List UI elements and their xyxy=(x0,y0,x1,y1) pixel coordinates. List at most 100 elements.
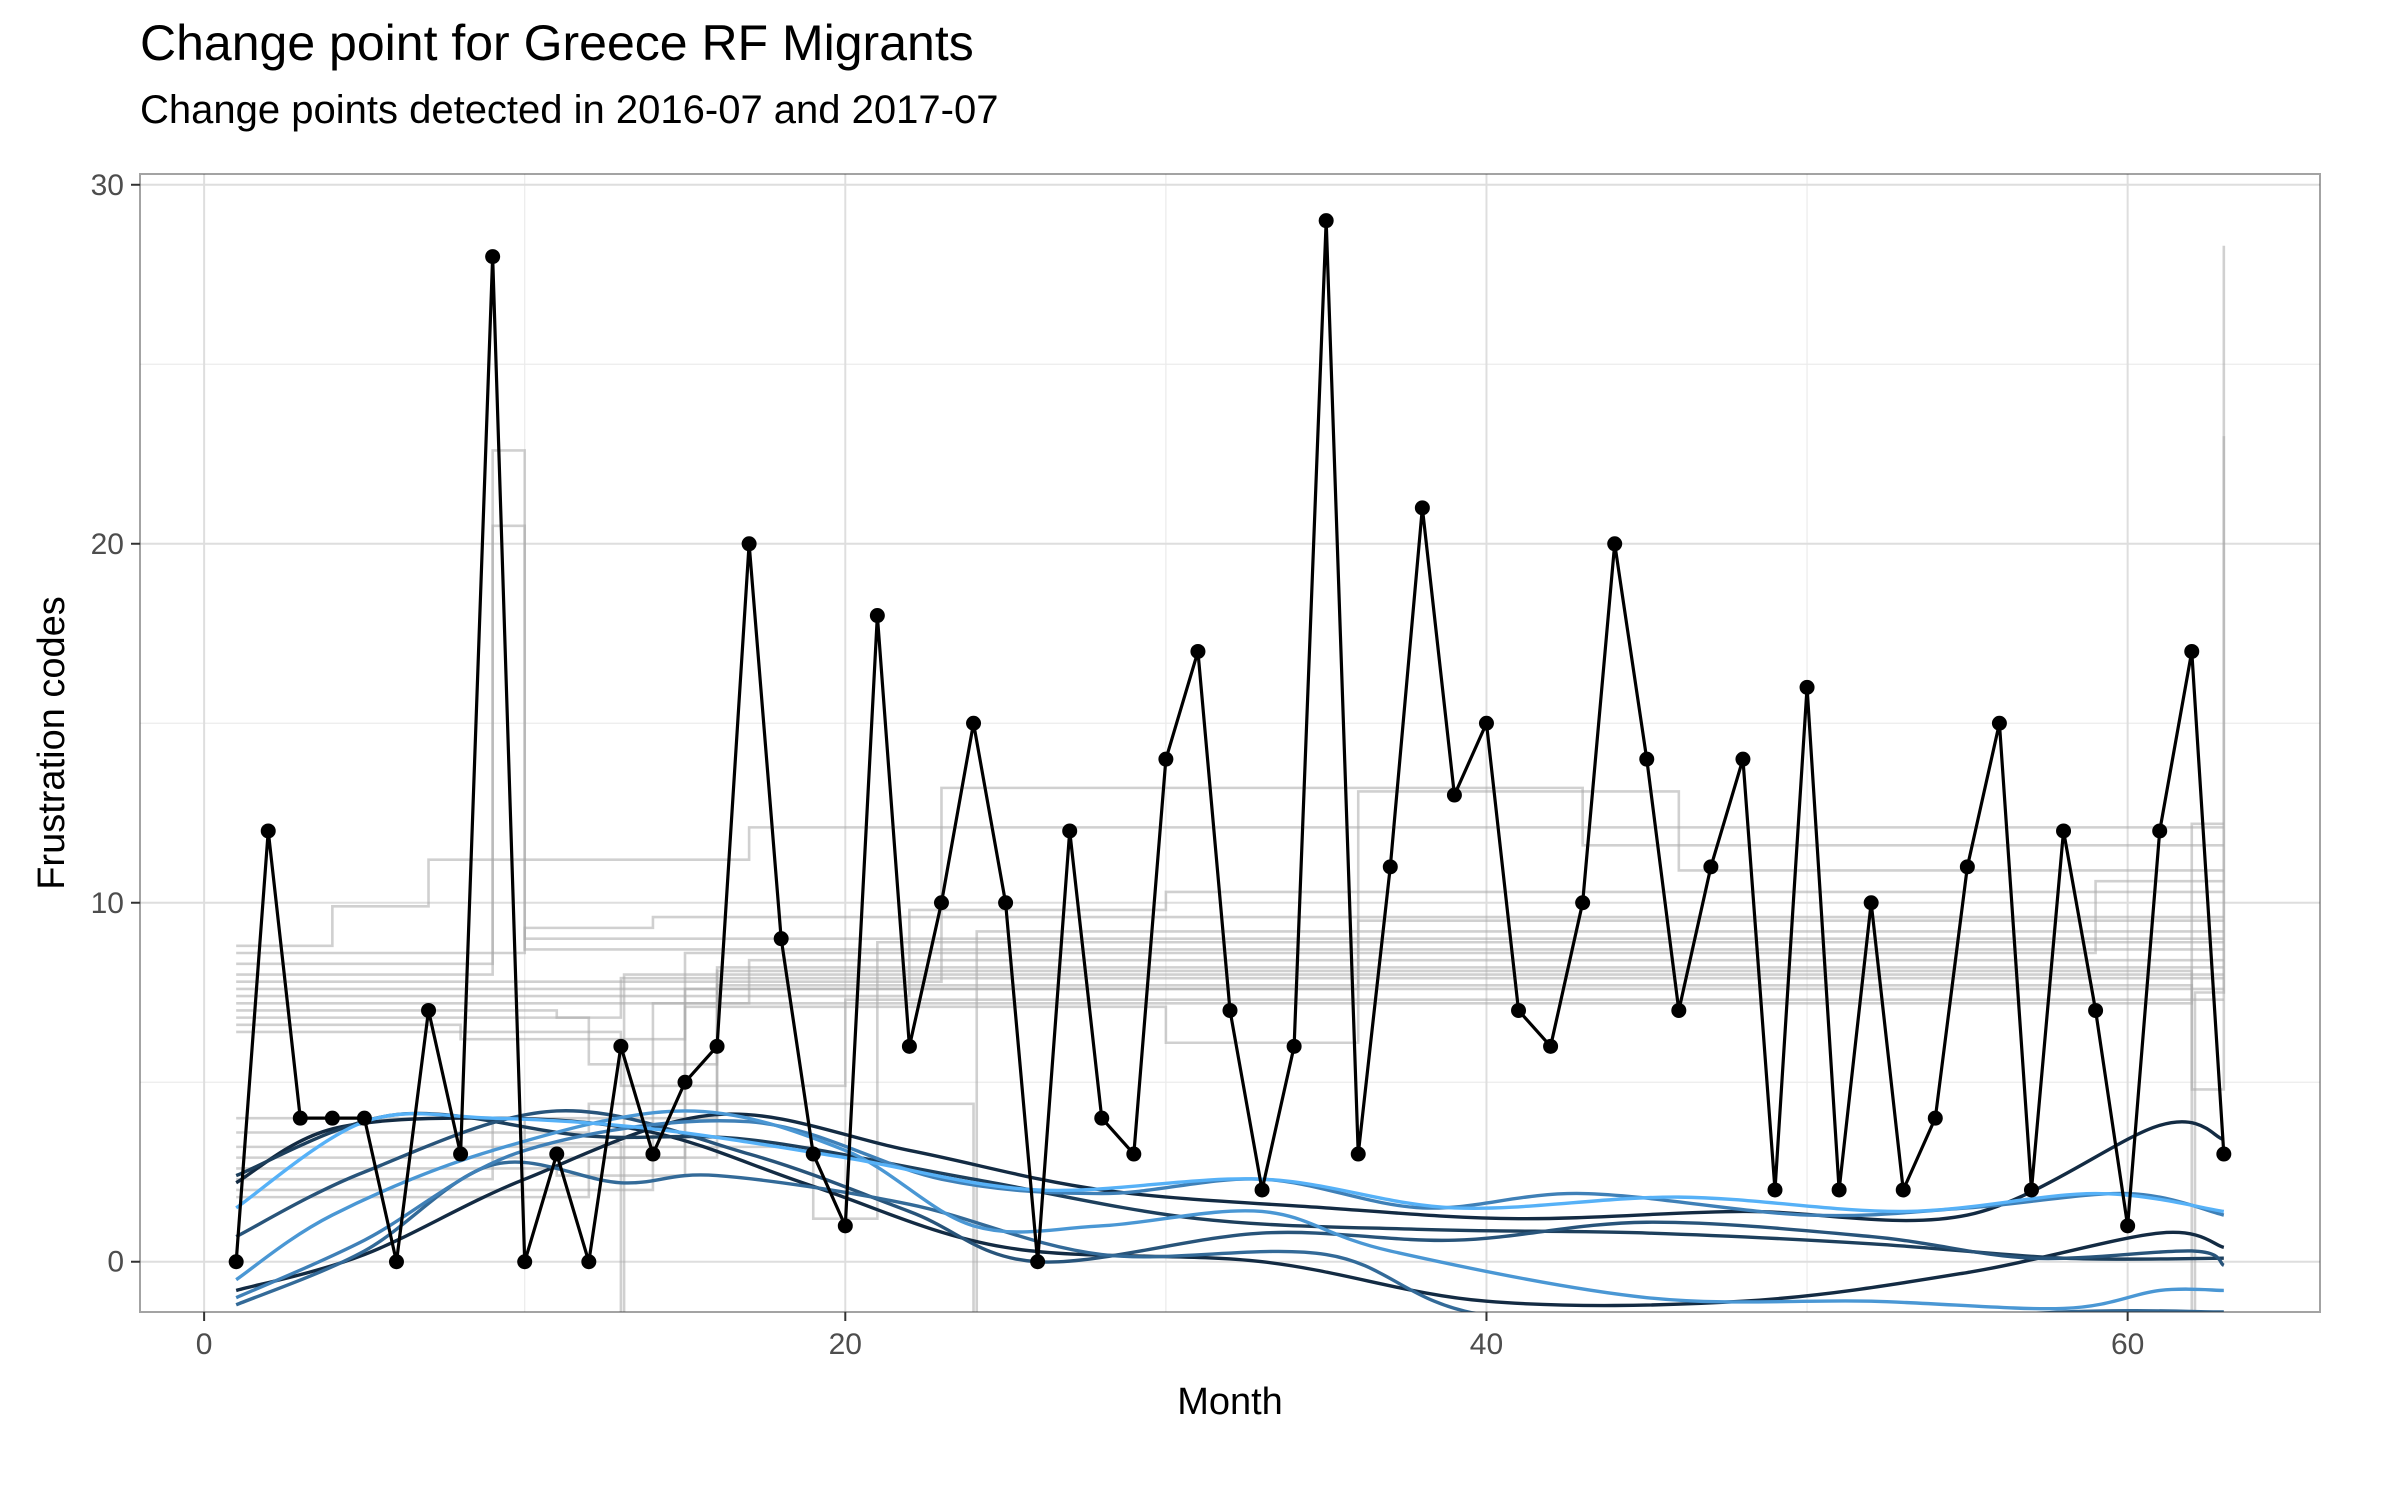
step-line-12 xyxy=(236,998,2224,1088)
data-point xyxy=(1607,536,1623,552)
y-tick-label: 10 xyxy=(91,887,124,920)
data-point xyxy=(453,1146,469,1162)
data-point xyxy=(1927,1110,1943,1126)
plot-border xyxy=(139,173,2321,1313)
data-point xyxy=(2056,823,2072,839)
data-point xyxy=(1158,751,1174,767)
data-point xyxy=(613,1038,629,1054)
smooth-curve-8 xyxy=(235,1111,2225,1214)
data-point xyxy=(837,1218,853,1234)
data-point xyxy=(2216,1146,2232,1162)
x-tick-label: 20 xyxy=(829,1328,862,1361)
data-point xyxy=(1094,1110,1110,1126)
data-point xyxy=(517,1254,533,1270)
chart-subtitle: Change points detected in 2016-07 and 20… xyxy=(140,88,999,132)
step-line-20 xyxy=(236,436,2226,1312)
data-point xyxy=(1575,895,1591,911)
y-tick-label: 20 xyxy=(91,528,124,561)
data-point xyxy=(1478,715,1494,731)
y-tick-label: 30 xyxy=(91,169,124,202)
data-point xyxy=(901,1038,917,1054)
step-line-19 xyxy=(236,822,2224,1192)
data-point xyxy=(2152,823,2168,839)
data-point xyxy=(1254,1182,1270,1198)
step-line-1 xyxy=(236,826,2224,948)
x-tick-label: 40 xyxy=(1470,1328,1503,1361)
data-point xyxy=(1062,823,1078,839)
data-point xyxy=(1735,751,1751,767)
data-point xyxy=(388,1254,404,1270)
plot-panel xyxy=(140,174,2320,1312)
smooth-curves xyxy=(235,1109,2225,1312)
observed-series xyxy=(228,213,2232,1270)
data-point xyxy=(773,931,789,947)
step-line-8 xyxy=(236,958,2224,1005)
data-point xyxy=(421,1002,437,1018)
data-point xyxy=(1190,643,1206,659)
data-point xyxy=(1318,213,1334,229)
data-point xyxy=(1703,859,1719,875)
data-point xyxy=(741,536,757,552)
data-point xyxy=(1350,1146,1366,1162)
smooth-curve-1 xyxy=(235,1112,2225,1293)
smooth-curve-5 xyxy=(235,1160,2224,1312)
data-point xyxy=(1446,787,1462,803)
data-point xyxy=(2184,643,2200,659)
data-point xyxy=(356,1110,372,1126)
step-line-11 xyxy=(236,987,2224,1041)
data-point xyxy=(260,823,276,839)
data-point xyxy=(1863,895,1879,911)
data-point xyxy=(1831,1182,1847,1198)
data-point xyxy=(966,715,982,731)
step-line-13 xyxy=(236,973,2224,1312)
step-line-2 xyxy=(236,915,2224,955)
data-point xyxy=(1671,1002,1687,1018)
data-point xyxy=(292,1110,308,1126)
y-tick-label: 0 xyxy=(107,1246,124,1279)
data-point xyxy=(1286,1038,1302,1054)
data-point xyxy=(2120,1218,2136,1234)
smooth-curve-7 xyxy=(235,1109,2224,1311)
data-point xyxy=(869,608,885,624)
x-tick-label: 0 xyxy=(196,1328,213,1361)
step-line-7 xyxy=(236,890,2224,998)
data-point xyxy=(1767,1182,1783,1198)
step-line-14 xyxy=(236,930,2224,1312)
data-point xyxy=(709,1038,725,1054)
data-point xyxy=(581,1254,597,1270)
data-point xyxy=(228,1254,244,1270)
axes: 0 20 40 60 0 10 20 30 xyxy=(91,169,2145,1361)
data-point xyxy=(1895,1182,1911,1198)
data-point xyxy=(677,1074,693,1090)
data-point xyxy=(549,1146,565,1162)
smooth-curve-3 xyxy=(235,1111,2224,1261)
step-line-5 xyxy=(236,786,2224,984)
step-line-4 xyxy=(236,449,2224,976)
step-line-3 xyxy=(236,524,2224,966)
data-point xyxy=(645,1146,661,1162)
data-point xyxy=(805,1146,821,1162)
data-point xyxy=(998,895,1014,911)
data-point xyxy=(1222,1002,1238,1018)
change-point-step-lines xyxy=(236,245,2226,1312)
data-point xyxy=(324,1110,340,1126)
y-axis-title: Frustration codes xyxy=(31,596,73,890)
data-point xyxy=(2023,1182,2039,1198)
data-point xyxy=(1414,500,1430,516)
smooth-curve-4 xyxy=(235,1109,2225,1267)
x-tick-label: 60 xyxy=(2111,1328,2144,1361)
data-point xyxy=(1511,1002,1527,1018)
data-point xyxy=(2088,1002,2104,1018)
data-point xyxy=(1030,1254,1046,1270)
data-point xyxy=(1382,859,1398,875)
data-point xyxy=(1991,715,2007,731)
data-point xyxy=(1126,1146,1142,1162)
x-axis-title: Month xyxy=(1177,1381,1283,1423)
chart-title: Change point for Greece RF Migrants xyxy=(140,15,974,71)
data-point xyxy=(1959,859,1975,875)
data-point xyxy=(1543,1038,1559,1054)
data-point xyxy=(1639,751,1655,767)
data-point xyxy=(1799,679,1815,695)
data-point xyxy=(485,249,501,265)
